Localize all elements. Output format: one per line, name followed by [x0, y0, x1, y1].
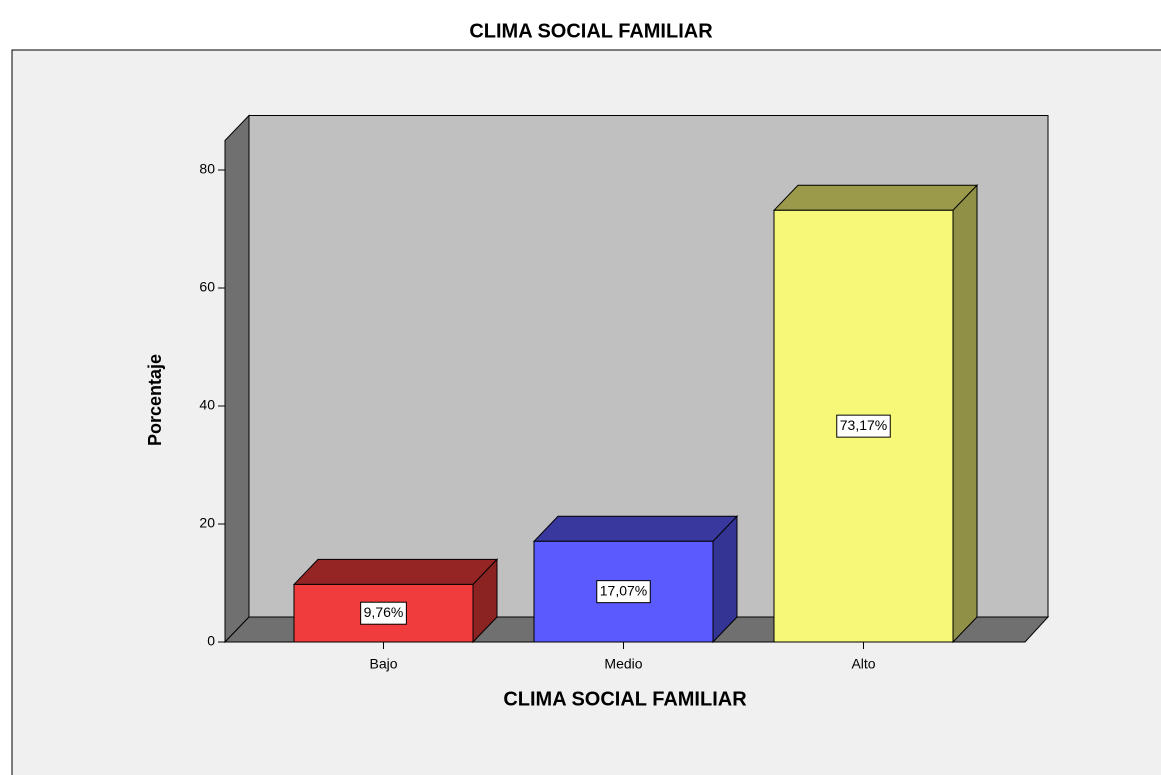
- value-label-box: [596, 580, 651, 604]
- x-tick-label: Medio: [604, 656, 642, 672]
- bar-top: [532, 515, 739, 542]
- value-label: 17,07%: [600, 582, 647, 598]
- x-axis-title: CLIMA SOCIAL FAMILIAR: [503, 688, 747, 710]
- y-axis-title: Porcentaje: [145, 354, 165, 446]
- x-tick-label: Alto: [851, 656, 875, 672]
- x-tick-label: Bajo: [369, 656, 397, 672]
- chart-title: CLIMA SOCIAL FAMILIAR: [469, 20, 713, 42]
- y-tick-label: 20: [199, 515, 215, 531]
- value-label: 9,76%: [364, 604, 404, 620]
- value-label-box: [360, 601, 407, 625]
- bar-top: [292, 558, 499, 585]
- y-tick-label: 80: [199, 161, 215, 177]
- y-tick-label: 0: [207, 633, 215, 649]
- value-label: 73,17%: [840, 417, 887, 433]
- y-tick-label: 40: [199, 397, 215, 413]
- value-label-box: [836, 414, 891, 438]
- y-tick-label: 60: [199, 279, 215, 295]
- bar-side: [952, 184, 978, 644]
- left-wall: [224, 114, 250, 644]
- bar-top: [772, 184, 979, 211]
